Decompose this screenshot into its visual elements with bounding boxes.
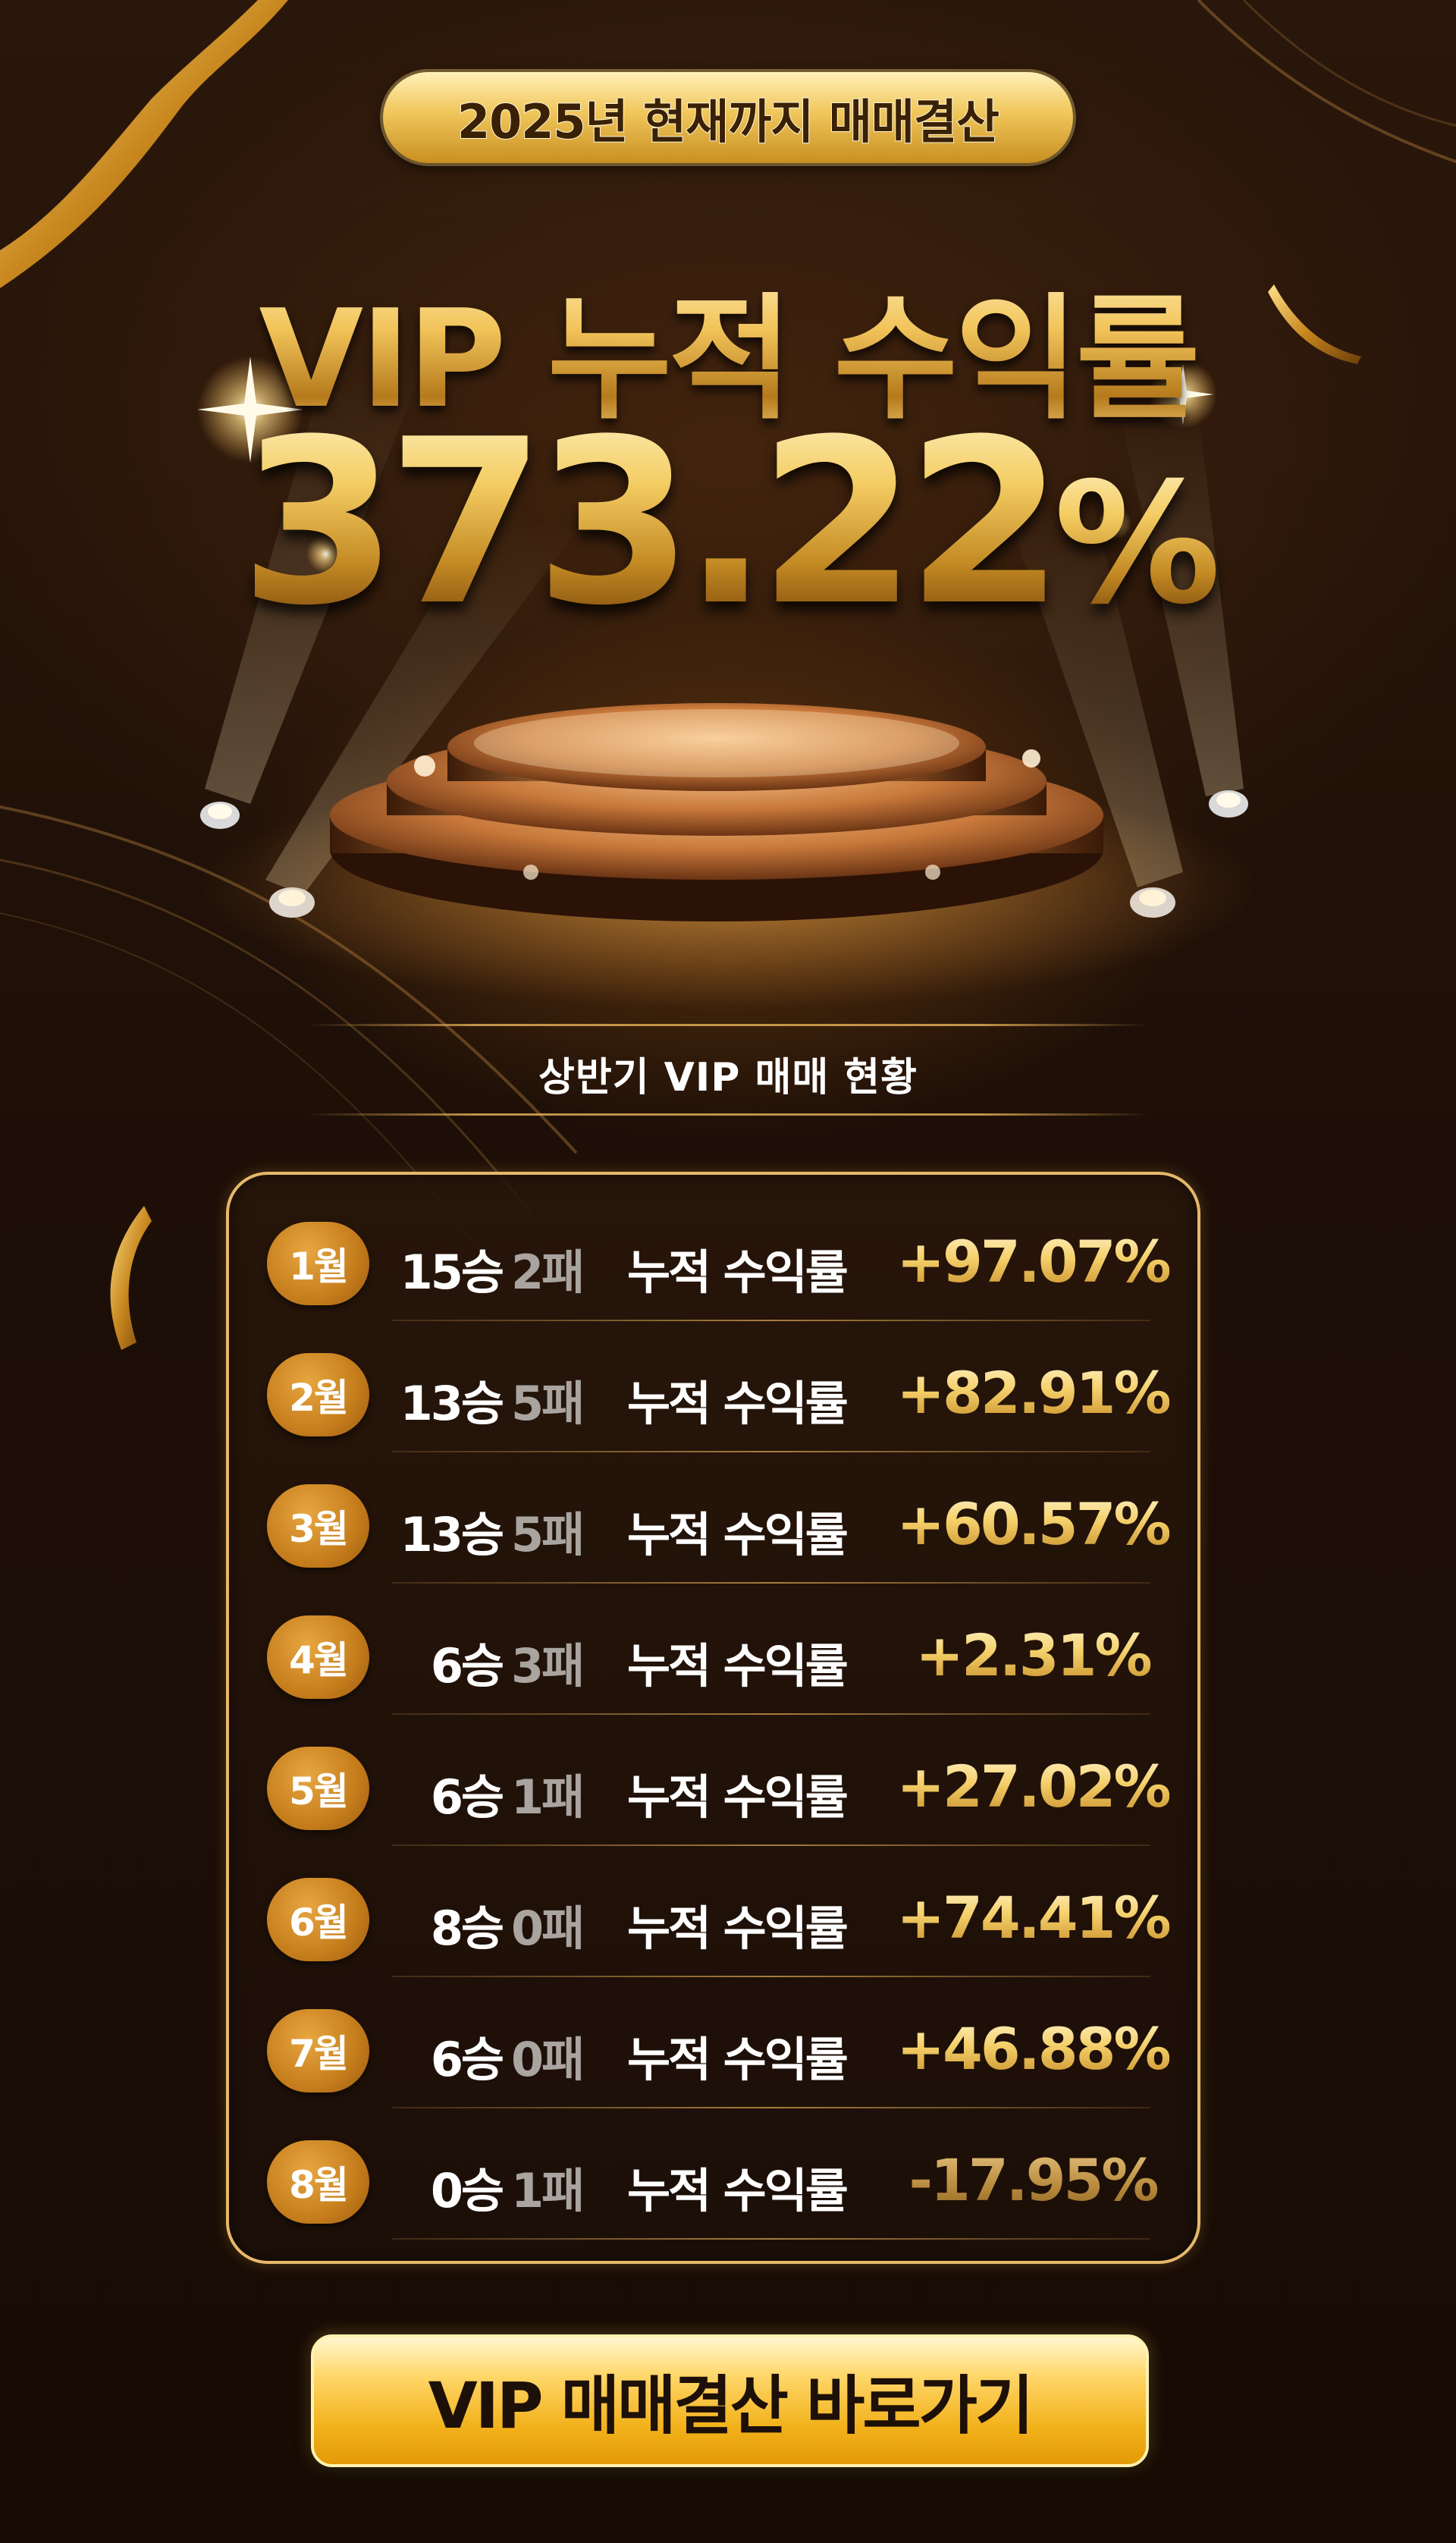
cumulative-return-value: +97.07% <box>896 1228 1171 1295</box>
month-badge: 1월 <box>267 1222 369 1305</box>
table-row: 4월 6승 3패 누적 수익률 +2.31% <box>229 1584 1203 1715</box>
cumulative-return-label: 누적 수익률 <box>627 1507 849 1562</box>
losses-count: 5패 <box>511 1376 585 1431</box>
month-label: 1월 <box>289 1245 349 1289</box>
row-divider <box>392 1713 1150 1715</box>
wins-count: 8승 <box>430 1901 504 1956</box>
cumulative-return-label: 누적 수익률 <box>627 1901 849 1956</box>
table-row: 8월 0승 1패 누적 수익률 -17.95% <box>229 2108 1203 2240</box>
month-label: 3월 <box>289 1507 349 1551</box>
row-divider <box>392 1582 1150 1584</box>
losses-count: 2패 <box>511 1245 585 1300</box>
wins-count: 6승 <box>430 2032 504 2087</box>
year-badge-text: 2025년 현재까지 매매결산 <box>457 93 1000 150</box>
cumulative-return-label: 누적 수익률 <box>627 1245 849 1300</box>
year-badge: 2025년 현재까지 매매결산 <box>383 72 1073 163</box>
headline: VIP 누적 수익률 <box>0 250 1456 445</box>
cumulative-return-label: 누적 수익률 <box>627 1376 849 1431</box>
wins-count: 13승 <box>400 1507 504 1562</box>
monthly-stats-panel: 1월 15승 2패 누적 수익률 +97.07% 2월 13승 5패 누적 수익률 +82.91%… <box>226 1172 1200 2264</box>
row-divider <box>392 2238 1150 2240</box>
table-row: 6월 8승 0패 누적 수익률 +74.41% <box>229 1846 1203 1977</box>
cumulative-return-value: +2.31% <box>896 1622 1169 1689</box>
cumulative-return-value: -17.95% <box>896 2146 1169 2214</box>
table-row: 2월 13승 5패 누적 수익률 +82.91% <box>229 1321 1203 1452</box>
month-badge: 3월 <box>267 1484 369 1568</box>
losses-count: 5패 <box>511 1507 585 1562</box>
cumulative-return-value: +74.41% <box>896 1884 1171 1951</box>
total-return-number: 373.22 <box>239 391 1065 655</box>
cumulative-return-value: +27.02% <box>896 1753 1171 1820</box>
vip-settlement-button[interactable]: VIP 매매결산 바로가기 <box>311 2334 1149 2467</box>
cumulative-return-value: +46.88% <box>896 2015 1171 2083</box>
section-divider-bottom <box>307 1113 1149 1116</box>
month-badge: 8월 <box>267 2140 369 2224</box>
month-label: 6월 <box>289 1901 349 1945</box>
wins-count: 6승 <box>430 1769 504 1825</box>
row-divider <box>392 1451 1150 1452</box>
row-divider <box>392 1844 1150 1846</box>
table-row: 7월 6승 0패 누적 수익률 +46.88% <box>229 1977 1203 2108</box>
section-title: 상반기 VIP 매매 현황 <box>538 1055 918 1100</box>
cumulative-return-label: 누적 수익률 <box>627 1769 849 1825</box>
cumulative-return-value: +82.91% <box>896 1359 1171 1427</box>
month-label: 4월 <box>289 1638 349 1682</box>
month-badge: 5월 <box>267 1747 369 1830</box>
row-divider <box>392 2107 1150 2108</box>
losses-count: 1패 <box>511 1769 585 1825</box>
total-return-unit: % <box>1053 447 1221 641</box>
month-label: 7월 <box>289 2032 349 2076</box>
table-row: 1월 15승 2패 누적 수익률 +97.07% <box>229 1190 1203 1321</box>
losses-count: 1패 <box>511 2163 585 2218</box>
spotlight-icon <box>200 790 1248 918</box>
month-label: 8월 <box>289 2163 349 2207</box>
cumulative-return-label: 누적 수익률 <box>627 2163 849 2218</box>
month-badge: 4월 <box>267 1615 369 1699</box>
month-label: 2월 <box>289 1376 349 1420</box>
losses-count: 3패 <box>511 1638 585 1694</box>
month-label: 5월 <box>289 1769 349 1813</box>
cumulative-return-label: 누적 수익률 <box>627 1638 849 1694</box>
total-return: 373.22% <box>0 410 1456 637</box>
podium-illustration <box>330 703 1103 921</box>
wins-count: 13승 <box>400 1376 504 1431</box>
cumulative-return-value: +60.57% <box>896 1490 1171 1558</box>
table-row: 3월 13승 5패 누적 수익률 +60.57% <box>229 1452 1203 1584</box>
losses-count: 0패 <box>511 2032 585 2087</box>
month-badge: 6월 <box>267 1878 369 1961</box>
table-row: 5월 6승 1패 누적 수익률 +27.02% <box>229 1715 1203 1846</box>
row-divider <box>392 1320 1150 1321</box>
wins-count: 6승 <box>430 1638 504 1694</box>
vip-settlement-button-label: VIP 매매결산 바로가기 <box>428 2369 1034 2443</box>
losses-count: 0패 <box>511 1901 585 1956</box>
row-divider <box>392 1976 1150 1977</box>
cumulative-return-label: 누적 수익률 <box>627 2032 849 2087</box>
month-badge: 2월 <box>267 1353 369 1436</box>
wins-count: 15승 <box>400 1245 504 1300</box>
section-divider-top <box>307 1024 1149 1026</box>
month-badge: 7월 <box>267 2009 369 2092</box>
wins-count: 0승 <box>430 2163 504 2218</box>
